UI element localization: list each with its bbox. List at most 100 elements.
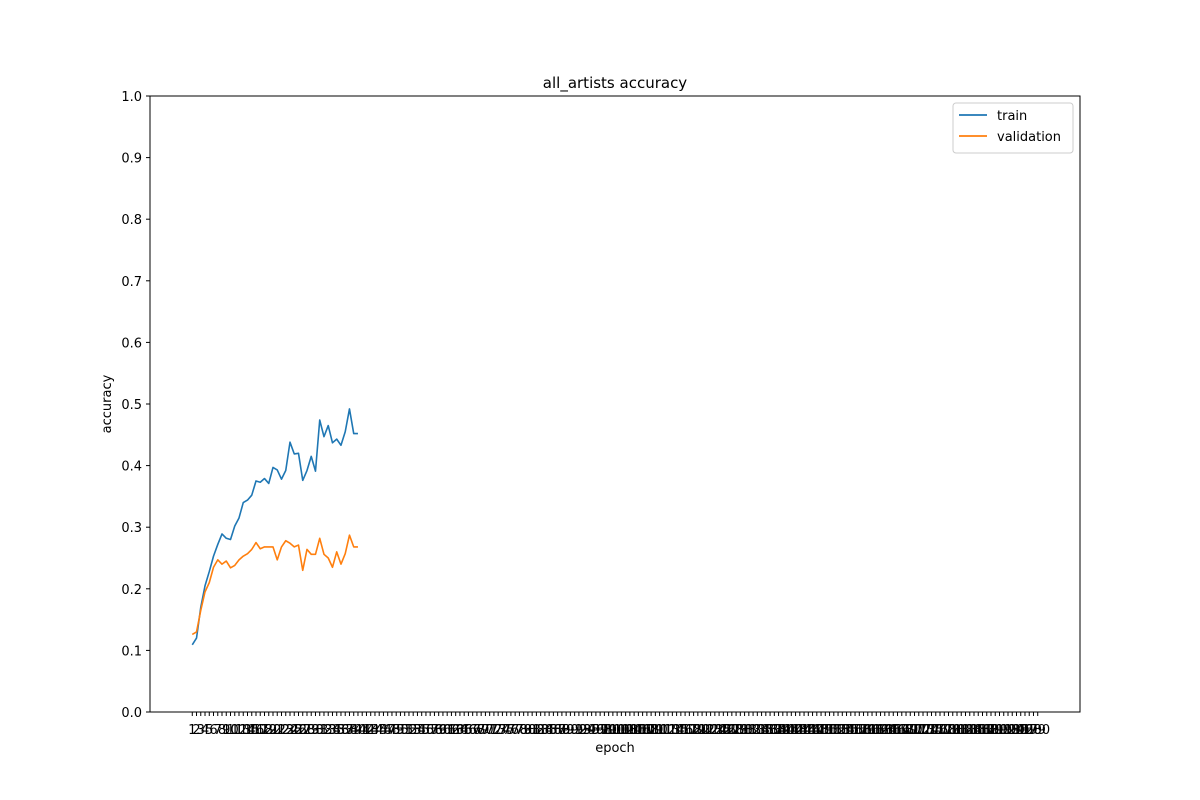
x-tick-label: 41	[354, 723, 371, 738]
x-tick-label: 174	[915, 723, 940, 738]
x-tick-label: 9	[222, 723, 230, 738]
x-tick-label: 199	[1021, 723, 1046, 738]
x-tick-label: 128	[719, 723, 744, 738]
x-tick-label: 10	[222, 723, 239, 738]
x-tick-label: 193	[996, 723, 1021, 738]
x-tick-label: 145	[792, 723, 817, 738]
x-tick-label: 141	[775, 723, 800, 738]
x-tick-label: 183	[953, 723, 978, 738]
x-tick-label: 55	[413, 723, 430, 738]
x-tick-label: 134	[745, 723, 770, 738]
x-tick-label: 80	[520, 723, 537, 738]
x-tick-label: 51	[396, 723, 413, 738]
y-tick-label: 0.5	[121, 398, 142, 413]
x-tick-label: 182	[949, 723, 974, 738]
x-tick-label: 21	[269, 723, 286, 738]
x-tick-label: 104	[617, 723, 642, 738]
x-tick-label: 118	[677, 723, 702, 738]
x-tick-label: 181	[945, 723, 970, 738]
x-tick-label: 99	[600, 723, 617, 738]
x-tick-label: 122	[694, 723, 719, 738]
x-tick-label: 87	[549, 723, 566, 738]
x-tick-label: 39	[345, 723, 362, 738]
y-tick-label: 0.3	[121, 521, 142, 536]
x-tick-label: 86	[545, 723, 562, 738]
x-tick-label: 1	[188, 723, 196, 738]
x-tick-label: 149	[809, 723, 834, 738]
x-tick-label: 83	[532, 723, 549, 738]
x-tick-label: 170	[898, 723, 923, 738]
x-tick-label: 119	[681, 723, 706, 738]
x-tick-label: 43	[362, 723, 379, 738]
x-tick-label: 77	[507, 723, 524, 738]
x-tick-label: 20	[265, 723, 282, 738]
x-tick-label: 115	[664, 723, 689, 738]
x-tick-label: 68	[469, 723, 486, 738]
x-tick-label: 71	[481, 723, 498, 738]
y-tick-label: 0.1	[121, 644, 142, 659]
x-tick-label: 196	[1008, 723, 1033, 738]
x-tick-label: 98	[596, 723, 613, 738]
x-tick-label: 16	[248, 723, 265, 738]
chart-title: all_artists accuracy	[543, 74, 688, 93]
x-tick-label: 69	[473, 723, 490, 738]
x-tick-label: 107	[630, 723, 655, 738]
x-tick-label: 153	[826, 723, 851, 738]
x-tick-label: 143	[783, 723, 808, 738]
x-tick-label: 165	[877, 723, 902, 738]
x-tick-label: 34	[324, 723, 341, 738]
x-tick-label: 5	[205, 723, 213, 738]
x-tick-label: 93	[575, 723, 592, 738]
x-tick-label: 161	[860, 723, 885, 738]
x-tick-label: 88	[554, 723, 571, 738]
x-axis-label: epoch	[595, 741, 635, 756]
x-tick-label: 92	[571, 723, 588, 738]
x-tick-label: 112	[651, 723, 676, 738]
x-tick-label: 189	[979, 723, 1004, 738]
x-tick-label: 19	[260, 723, 277, 738]
x-tick-label: 139	[766, 723, 791, 738]
y-tick-label: 1.0	[121, 90, 142, 105]
x-tick-label: 150	[813, 723, 838, 738]
x-tick-label: 105	[622, 723, 647, 738]
x-tick-label: 67	[464, 723, 481, 738]
x-tick-label: 81	[524, 723, 541, 738]
x-tick-label: 154	[830, 723, 855, 738]
x-tick-label: 164	[872, 723, 897, 738]
y-tick-label: 0.4	[121, 460, 142, 475]
legend-label-validation: validation	[997, 130, 1061, 145]
x-tick-label: 110	[643, 723, 668, 738]
x-tick-label: 74	[494, 723, 511, 738]
x-tick-label: 28	[299, 723, 316, 738]
x-tick-label: 42	[358, 723, 375, 738]
x-tick-label: 8	[218, 723, 226, 738]
x-tick-label: 90	[562, 723, 579, 738]
x-tick-label: 50	[392, 723, 409, 738]
x-tick-label: 185	[962, 723, 987, 738]
x-tick-label: 56	[418, 723, 435, 738]
x-tick-label: 7	[214, 723, 222, 738]
x-tick-label: 136	[753, 723, 778, 738]
x-tick-label: 100	[600, 723, 625, 738]
x-tick-label: 53	[405, 723, 422, 738]
y-tick-label: 0.7	[121, 275, 142, 290]
x-tick-label: 180	[940, 723, 965, 738]
x-tick-label: 52	[401, 723, 418, 738]
x-tick-label: 184	[957, 723, 982, 738]
x-tick-label: 152	[821, 723, 846, 738]
y-tick-label: 0.0	[121, 706, 142, 721]
x-tick-label: 166	[881, 723, 906, 738]
x-tick-label: 173	[911, 723, 936, 738]
x-tick-label: 158	[847, 723, 872, 738]
x-tick-label: 142	[779, 723, 804, 738]
x-tick-label: 120	[685, 723, 710, 738]
x-tick-label: 163	[868, 723, 893, 738]
x-tick-label: 177	[928, 723, 953, 738]
x-tick-label: 126	[711, 723, 736, 738]
x-tick-label: 30	[307, 723, 324, 738]
x-tick-label: 65	[456, 723, 473, 738]
x-tick-label: 97	[592, 723, 609, 738]
x-tick-label: 190	[983, 723, 1008, 738]
x-tick-label: 89	[558, 723, 575, 738]
